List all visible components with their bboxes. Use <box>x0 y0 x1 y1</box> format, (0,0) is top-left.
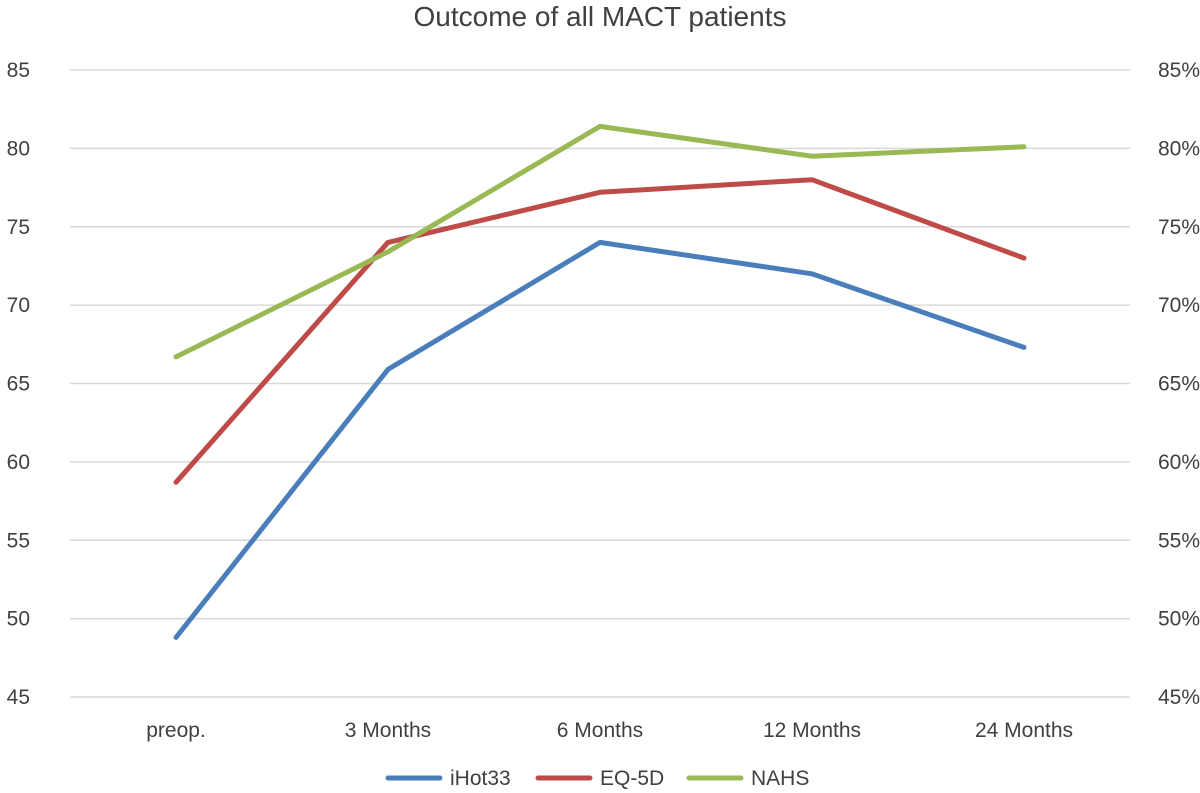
chart-title: Outcome of all MACT patients <box>414 1 787 32</box>
x-tick-label: 6 Months <box>557 719 643 742</box>
legend-label: NAHS <box>751 767 809 790</box>
y-left-tick-label: 60 <box>7 451 30 474</box>
y-right-tick-label: 60% <box>1158 451 1200 474</box>
y-left-tick-label: 80 <box>7 137 30 160</box>
y-right-tick-label: 55% <box>1158 529 1200 552</box>
y-right-tick-label: 65% <box>1158 373 1200 396</box>
y-axis-left: 45 50 55 60 65 70 75 80 85 <box>7 59 30 709</box>
y-right-tick-label: 50% <box>1158 608 1200 631</box>
x-axis: preop. 3 Months 6 Months 12 Months 24 Months <box>146 719 1073 742</box>
y-axis-right: 45% 50% 55% 60% 65% 70% 75% 80% 85% <box>1158 59 1200 709</box>
series-line-eq-5d <box>173 177 1027 485</box>
y-left-tick-label: 65 <box>7 373 30 396</box>
y-right-tick-label: 45% <box>1158 686 1200 709</box>
legend-label: iHot33 <box>450 767 511 790</box>
x-tick-label: 24 Months <box>975 719 1073 742</box>
x-tick-label: 12 Months <box>763 719 861 742</box>
y-left-tick-label: 50 <box>7 608 30 631</box>
y-left-tick-label: 70 <box>7 294 30 317</box>
y-right-tick-label: 70% <box>1158 294 1200 317</box>
series-line-ihot33 <box>173 239 1027 640</box>
series-lines <box>173 123 1027 640</box>
legend-label: EQ-5D <box>600 767 664 790</box>
legend: iHot33 EQ-5D NAHS <box>385 767 809 790</box>
y-right-tick-label: 75% <box>1158 216 1200 239</box>
y-right-tick-label: 85% <box>1158 59 1200 82</box>
y-left-tick-label: 75 <box>7 216 30 239</box>
y-left-tick-label: 85 <box>7 59 30 82</box>
x-tick-label: 3 Months <box>345 719 431 742</box>
y-left-tick-label: 55 <box>7 529 30 552</box>
y-right-tick-label: 80% <box>1158 137 1200 160</box>
gridlines <box>70 69 1130 698</box>
x-tick-label: preop. <box>146 719 206 742</box>
y-left-tick-label: 45 <box>7 686 30 709</box>
